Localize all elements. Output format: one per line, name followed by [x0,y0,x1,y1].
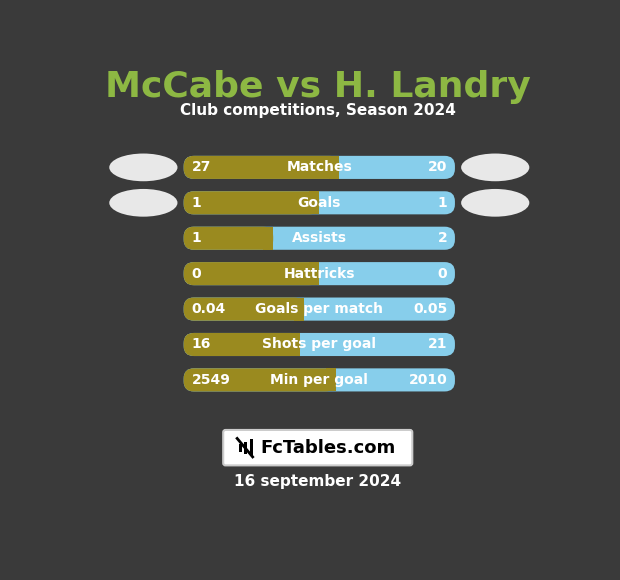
Text: 27: 27 [192,161,211,175]
FancyBboxPatch shape [184,368,455,392]
Text: 21: 21 [428,338,447,351]
Bar [263,227,273,250]
Text: 0: 0 [192,267,201,281]
FancyBboxPatch shape [184,262,319,285]
Text: Goals: Goals [298,196,341,210]
Text: Club competitions, Season 2024: Club competitions, Season 2024 [180,103,456,118]
Bar [326,368,335,392]
FancyBboxPatch shape [184,227,273,250]
Text: Hattricks: Hattricks [283,267,355,281]
Text: Goals per match: Goals per match [255,302,383,316]
Text: 16 september 2024: 16 september 2024 [234,474,401,489]
Bar [294,298,304,321]
Text: 1: 1 [192,196,201,210]
FancyBboxPatch shape [184,191,455,215]
FancyBboxPatch shape [184,227,455,250]
Text: 20: 20 [428,161,447,175]
Text: 2010: 2010 [409,373,447,387]
Text: Shots per goal: Shots per goal [262,338,376,351]
Text: 2549: 2549 [192,373,230,387]
FancyBboxPatch shape [184,333,455,356]
Bar [239,444,242,451]
FancyBboxPatch shape [184,262,455,285]
Bar [244,441,247,454]
Bar [309,262,319,285]
Text: 0: 0 [438,267,447,281]
Text: 16: 16 [192,338,211,351]
FancyBboxPatch shape [223,430,412,465]
FancyBboxPatch shape [184,298,455,321]
FancyBboxPatch shape [184,298,304,321]
Text: 1: 1 [192,231,201,245]
Text: 0.05: 0.05 [413,302,447,316]
Ellipse shape [461,154,529,182]
Bar [249,439,253,456]
Text: FcTables.com: FcTables.com [260,438,396,456]
Text: 2: 2 [438,231,447,245]
Ellipse shape [109,154,177,182]
Ellipse shape [109,189,177,217]
Bar [290,333,300,356]
Text: McCabe vs H. Landry: McCabe vs H. Landry [105,70,531,104]
Bar [309,191,319,215]
Ellipse shape [461,189,529,217]
FancyBboxPatch shape [184,156,455,179]
FancyBboxPatch shape [184,191,319,215]
Text: Assists: Assists [292,231,347,245]
Bar [329,156,339,179]
FancyBboxPatch shape [184,333,300,356]
Text: 1: 1 [438,196,447,210]
Text: Min per goal: Min per goal [270,373,368,387]
FancyBboxPatch shape [184,368,335,392]
Text: Matches: Matches [286,161,352,175]
Text: 0.04: 0.04 [192,302,226,316]
FancyBboxPatch shape [184,156,339,179]
